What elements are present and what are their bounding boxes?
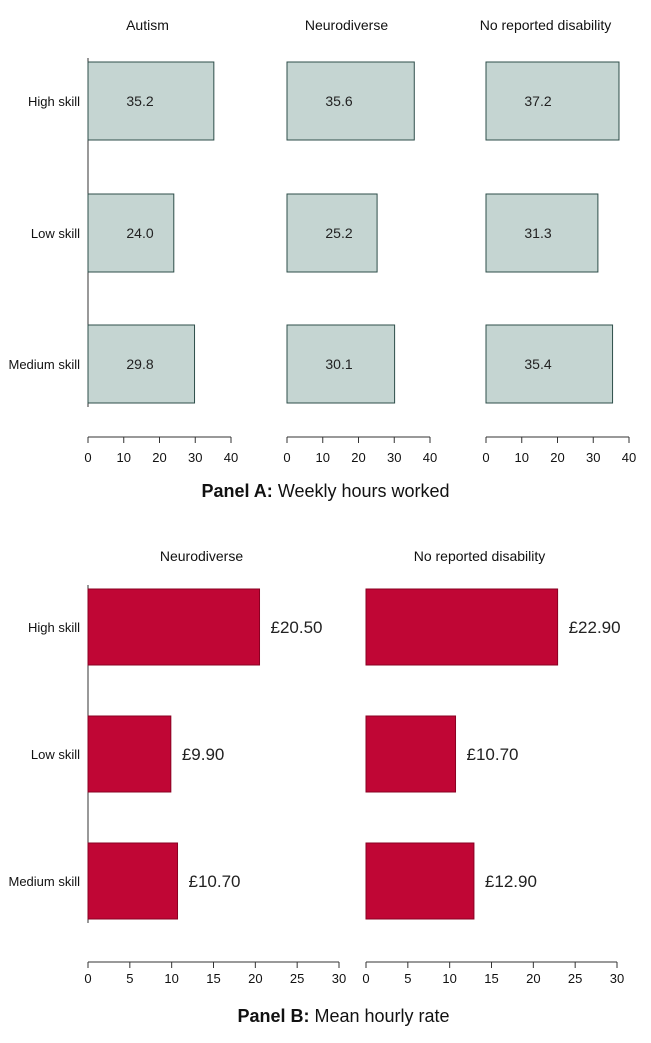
panel-b-bar bbox=[365, 715, 457, 793]
panel-b-category-label: Low skill bbox=[31, 747, 80, 762]
panel-a-data-label: 29.8 bbox=[126, 356, 153, 372]
panel-a-caption: Panel A: Weekly hours worked bbox=[0, 481, 651, 502]
panel-a-data-label: 25.2 bbox=[325, 225, 352, 241]
panel-b-category-label: Medium skill bbox=[8, 874, 80, 889]
panel-a-x-tick-label: 40 bbox=[622, 450, 636, 465]
panel-a-bar bbox=[286, 61, 415, 141]
panel-a-bar bbox=[87, 193, 175, 273]
panel-b-caption: Panel B: Mean hourly rate bbox=[18, 1006, 651, 1027]
panel-b-data-label: £22.90 bbox=[569, 618, 621, 637]
panel-a-x-tick-label: 10 bbox=[117, 450, 131, 465]
panel-a-category-label: Low skill bbox=[31, 226, 80, 241]
panel-b-bar bbox=[87, 715, 172, 793]
panel-b-data-label: £9.90 bbox=[182, 745, 225, 764]
panel-b-facet-title: Neurodiverse bbox=[160, 548, 243, 564]
panel-a-data-label: 24.0 bbox=[126, 225, 153, 241]
panel-a-bar bbox=[485, 324, 614, 404]
panel-a-data-label: 31.3 bbox=[524, 225, 551, 241]
panel-b-data-label: £10.70 bbox=[189, 872, 241, 891]
panel-b-x-tick-label: 20 bbox=[526, 971, 540, 986]
panel-a-x-tick-label: 10 bbox=[515, 450, 529, 465]
panel-a-data-label: 30.1 bbox=[325, 356, 352, 372]
panel-b-x-tick-label: 30 bbox=[610, 971, 624, 986]
panel-a-category-label: High skill bbox=[28, 94, 80, 109]
panel-a-x-tick-label: 30 bbox=[188, 450, 202, 465]
panel-b-bar bbox=[365, 588, 559, 666]
panel-a-x-tick-label: 20 bbox=[152, 450, 166, 465]
panel-b-facet-title: No reported disability bbox=[414, 548, 546, 564]
panel-a-category-label: Medium skill bbox=[8, 357, 80, 372]
panel-a-x-tick-label: 0 bbox=[482, 450, 489, 465]
panel-a-x-tick-label: 10 bbox=[316, 450, 330, 465]
panel-a-x-tick-label: 20 bbox=[351, 450, 365, 465]
panel-b-x-tick-label: 0 bbox=[84, 971, 91, 986]
panel-a-caption-text: Weekly hours worked bbox=[277, 481, 450, 501]
panel-a-data-label: 37.2 bbox=[524, 93, 551, 109]
panel-a-bar bbox=[286, 324, 396, 404]
panel-b-x-tick-label: 15 bbox=[206, 971, 220, 986]
panel-a-x-tick-label: 30 bbox=[387, 450, 401, 465]
panel-b-x-tick-label: 10 bbox=[442, 971, 456, 986]
panel-b-bar bbox=[87, 842, 179, 920]
panel-b-x-tick-label: 15 bbox=[484, 971, 498, 986]
panel-b-x-tick-label: 25 bbox=[290, 971, 304, 986]
panel-b-caption-bold: Panel B: bbox=[237, 1006, 310, 1026]
panel-a-data-label: 35.4 bbox=[524, 356, 551, 372]
panel-b-x-tick-label: 30 bbox=[332, 971, 346, 986]
panel-a-x-tick-label: 40 bbox=[224, 450, 238, 465]
panel-b-x-tick-label: 0 bbox=[362, 971, 369, 986]
panel-b-caption-text: Mean hourly rate bbox=[314, 1006, 450, 1026]
panel-b-category-label: High skill bbox=[28, 620, 80, 635]
panel-a-x-tick-label: 40 bbox=[423, 450, 437, 465]
panel-a-data-label: 35.2 bbox=[126, 93, 153, 109]
panel-a-x-tick-label: 0 bbox=[84, 450, 91, 465]
panel-b-data-label: £10.70 bbox=[467, 745, 519, 764]
panel-a-bar bbox=[87, 61, 215, 141]
panel-b-x-tick-label: 5 bbox=[126, 971, 133, 986]
panel-b-x-tick-label: 10 bbox=[164, 971, 178, 986]
panel-a-facet-title: Autism bbox=[126, 17, 169, 33]
panel-a-x-tick-label: 20 bbox=[550, 450, 564, 465]
panel-b-x-tick-label: 25 bbox=[568, 971, 582, 986]
panel-b-bar bbox=[87, 588, 261, 666]
panel-a-bar bbox=[286, 193, 378, 273]
panel-a-data-label: 35.6 bbox=[325, 93, 352, 109]
panel-b-data-label: £20.50 bbox=[271, 618, 323, 637]
panel-b-x-tick-label: 5 bbox=[404, 971, 411, 986]
panel-a-bar bbox=[485, 61, 620, 141]
panel-a-x-tick-label: 30 bbox=[586, 450, 600, 465]
panel-a-facet-title: Neurodiverse bbox=[305, 17, 388, 33]
panel-a-bar bbox=[485, 193, 599, 273]
panel-b-data-label: £12.90 bbox=[485, 872, 537, 891]
panel-b-bar bbox=[365, 842, 475, 920]
panel-b-x-tick-label: 20 bbox=[248, 971, 262, 986]
panel-a-facet-title: No reported disability bbox=[480, 17, 612, 33]
panel-a-bar bbox=[87, 324, 196, 404]
panel-a-caption-bold: Panel A: bbox=[201, 481, 273, 501]
panel-a-x-tick-label: 0 bbox=[283, 450, 290, 465]
